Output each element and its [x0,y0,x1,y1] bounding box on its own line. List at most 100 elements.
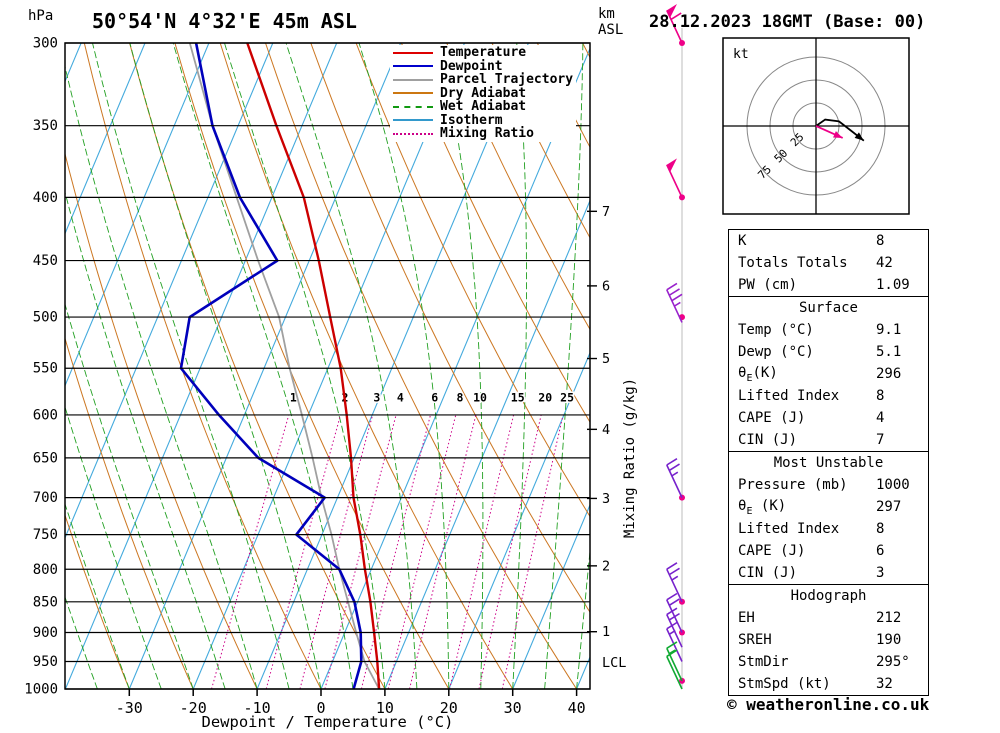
wet-adiabat-line [65,502,130,689]
chart-graphic [666,649,678,658]
table-row: Lifted Index 8 [729,518,928,540]
table-row-label: K [738,233,747,249]
legend-item: Dry Adiabat [393,86,573,101]
table-row-label: Pressure (mb) [738,477,848,493]
wet-adiabat-line [92,43,290,689]
chart-graphic [671,293,683,302]
isotherm-line [512,503,590,689]
pressure-tick-label: 300 [33,36,58,52]
run-datetime: 28.12.2023 18GMT (Base: 00) [649,12,926,32]
table-row-value: 297 [876,499,902,515]
table-row-label: Temp (°C) [738,322,814,338]
legend-swatch [393,65,433,68]
table-row: CIN (J) 3 [729,562,928,584]
pressure-tick-label: 400 [33,190,58,206]
legend-item: Wet Adiabat [393,99,573,114]
chart-graphic [666,158,677,172]
wet-adiabat-line [544,43,584,689]
mixing-ratio-line [360,414,431,689]
wet-adiabat-line [65,64,258,689]
x-tick-label: -30 [116,699,143,717]
legend-item: Parcel Trajectory [393,72,574,88]
isotherm-line [65,43,274,540]
pressure-tick-label: 450 [33,253,58,269]
legend-label: Parcel Trajectory [440,72,574,88]
pressure-tick-label: 850 [33,594,58,610]
chart-graphic [666,607,678,616]
table-row-label: StmSpd (kt) [738,676,831,692]
table-section: K 8 Totals Totals 42 PW (cm) 1.09 [729,230,928,296]
mixing-ratio-line [324,414,397,689]
pressure-tick-label: 600 [33,407,58,423]
pressure-tick-label: 500 [33,310,58,326]
table-row-label: StmDir [738,654,789,670]
pressure-tick-label: 1000 [24,682,58,698]
table-row: Lifted Index 8 [729,385,928,407]
legend-swatch [393,105,433,108]
table-row-value: 5.1 [876,344,902,360]
x-tick-label: 0 [316,699,325,717]
chart-graphic [666,4,677,18]
isotherm-line [256,43,529,689]
legend-label: Dewpoint [440,58,503,74]
chart-legend: Temperature Dewpoint Parcel Trajectory Dry … [390,45,577,142]
x-tick-label: 40 [568,699,586,717]
chart-graphic [668,612,680,621]
table-row: StmSpd (kt) 32 [729,673,928,695]
legend-swatch [393,78,433,81]
chart-graphic [668,288,680,296]
chart-graphic [666,282,678,291]
mixing-ratio-value-label: 10 [473,390,487,404]
chart-graphic [673,301,681,307]
chart-graphic [666,164,683,198]
x-tick-label: 30 [504,699,522,717]
table-section: Hodograph EH 212 SREH 190 StmDir 295° StmSpd (k… [729,584,928,695]
pressure-tick-label: 650 [33,450,58,466]
chart-graphic [668,463,680,472]
table-row-value: 190 [876,632,902,648]
table-row-value: 4 [876,410,885,426]
pressure-unit-label: hPa [28,8,54,24]
legend-swatch [393,132,433,135]
hodograph-unit-label: kt [733,47,749,62]
isotherm-line [448,351,590,689]
table-row: SREH 190 [729,629,928,651]
altitude-unit-km: km [598,6,615,22]
chart-graphic [670,12,682,21]
wet-adiabat-line [0,43,2,689]
x-tick-label: 10 [376,699,394,717]
mixing-ratio-line [211,414,290,689]
table-row-value: 296 [876,366,902,382]
legend-label: Isotherm [440,112,503,128]
chart-graphic [671,575,679,581]
altitude-unit-asl: ASL [598,22,624,38]
table-row-value: 295° [876,654,910,670]
station-title: 50°54'N 4°32'E 45m ASL [92,9,357,33]
table-row: StmDir 295° [729,651,928,673]
table-row-value: 8 [876,521,885,537]
chart-graphic [668,567,680,576]
mixing-ratio-line [387,414,457,689]
isotherm-line [65,43,146,235]
chart-graphic [666,457,678,466]
table-row-label: PW (cm) [738,277,798,293]
wet-adiabat-line [512,43,527,689]
table-row-label: SREH [738,632,772,648]
chart-graphic [668,649,676,655]
wind-barb [666,4,683,44]
dry-adiabat-line [400,43,590,424]
table-section-header: Surface [798,300,858,316]
table-row-label: Lifted Index [738,521,840,537]
mixing-ratio-value-label: 1 [290,390,297,404]
wind-barb [666,282,683,323]
chart-graphic [671,471,679,477]
table-row-value: 6 [876,543,885,559]
mixing-ratio-value-label: 15 [511,390,525,404]
table-row-label: CAPE (J) [738,543,806,559]
wet-adiabat-line [358,43,450,689]
legend-swatch [393,119,433,122]
wet-adiabat-line [129,43,322,689]
chart-graphic [666,656,683,690]
table-row-label: CIN (J) [738,565,798,581]
